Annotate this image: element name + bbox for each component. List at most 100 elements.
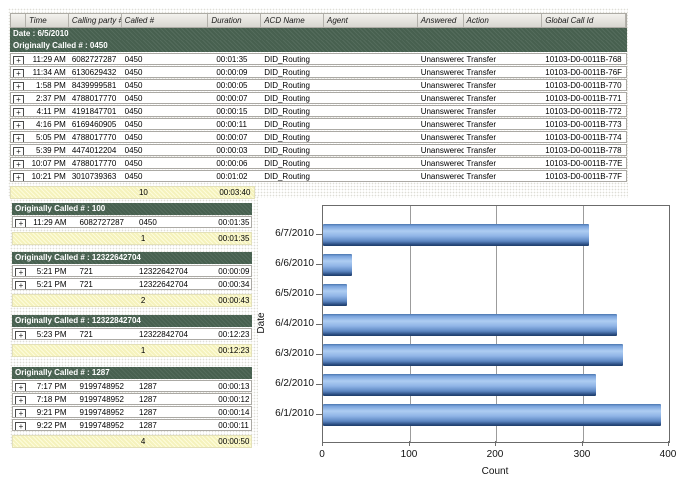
cell-duration: 00:00:06	[216, 159, 248, 168]
cell-calling-party: 9199748952	[79, 408, 125, 417]
expand-cell: +	[11, 119, 26, 129]
cell-action: Transfer	[466, 172, 497, 181]
group-summary-row: 1 00:01:35	[12, 232, 252, 245]
summary-total-duration: 00:00:50	[218, 437, 250, 446]
cell-calling-party: 6169460905	[71, 120, 117, 129]
table-row: +7:17 PM 9199748952 1287 00:00:13	[12, 380, 252, 392]
cell-time: 10:21 PM	[31, 172, 66, 181]
expand-row-button[interactable]: +	[12, 108, 24, 116]
summary-spacer	[13, 295, 136, 306]
expand-row-button[interactable]: +	[15, 396, 27, 404]
summary-total-duration: 00:03:40	[219, 188, 251, 197]
y-axis-tick-label: 6/7/2010	[275, 228, 314, 239]
cell-acd-name: DID_Routing	[264, 107, 311, 116]
cell-calling-party: 3010739363	[71, 172, 117, 181]
called-group-header: Originally Called # : 12322642704	[12, 252, 252, 264]
cell-called: 12322842704	[139, 330, 188, 339]
cell-global-call-id: 10103-D0-0011B-772	[545, 107, 622, 116]
cell-agent	[324, 145, 418, 155]
cell-duration: 00:00:15	[216, 107, 248, 116]
cell-calling-party: 721	[79, 267, 93, 276]
expand-row-button[interactable]: +	[15, 268, 27, 276]
expand-row-button[interactable]: +	[12, 56, 24, 64]
expand-row-button[interactable]: +	[15, 281, 27, 289]
cell-calling-party: 4788017770	[71, 159, 117, 168]
cell-time: 5:23 PM	[36, 330, 67, 339]
column-header-answered: Answered	[418, 14, 464, 27]
expand-cell: +	[13, 394, 29, 404]
expand-row-button[interactable]: +	[15, 383, 27, 391]
expand-row-button[interactable]: +	[12, 95, 24, 103]
summary-spacer	[13, 345, 136, 356]
cell-duration: 00:00:09	[218, 267, 250, 276]
cell-global-call-id: 10103-D0-0011B-768	[545, 55, 622, 64]
table-row: +5:39 PM 4474012204 0450 00:00:03 DID_Routin…	[10, 144, 627, 156]
expand-row-button[interactable]: +	[12, 82, 24, 90]
cell-agent	[324, 132, 418, 142]
cell-agent	[324, 67, 418, 77]
expand-row-button[interactable]: +	[15, 219, 27, 227]
cell-global-call-id: 10103-D0-0011B-778	[545, 146, 622, 155]
x-axis-tick-label: 400	[659, 449, 676, 460]
cell-acd-name: DID_Routing	[264, 55, 311, 64]
cell-answered: Unanswered	[420, 133, 464, 142]
cell-global-call-id: 10103-D0-0011B-76F	[545, 68, 623, 77]
expand-column-header	[11, 14, 26, 27]
cell-action: Transfer	[466, 146, 497, 155]
expand-row-button[interactable]: +	[12, 134, 24, 142]
cell-duration: 00:01:35	[216, 55, 248, 64]
summary-count: 1	[140, 346, 146, 355]
cell-acd-name: DID_Routing	[264, 133, 311, 142]
cell-called: 1287	[139, 382, 157, 391]
cell-duration: 00:00:14	[218, 408, 250, 417]
cell-global-call-id: 10103-D0-0011B-770	[545, 81, 622, 90]
cell-calling-party: 6130629432	[71, 68, 117, 77]
column-header-duration: Duration	[208, 14, 262, 27]
expand-row-button[interactable]: +	[12, 160, 24, 168]
group-summary-row: 2 00:00:43	[12, 294, 252, 307]
cell-action: Transfer	[466, 68, 497, 77]
table-row: +1:58 PM 8439999581 0450 00:00:05 DID_Routin…	[10, 79, 627, 91]
cell-calling-party: 9199748952	[79, 395, 125, 404]
y-axis-tick	[316, 354, 322, 355]
cell-action: Transfer	[466, 107, 497, 116]
expand-row-button[interactable]: +	[15, 422, 27, 430]
cell-called: 0450	[124, 107, 143, 116]
table-row: +4:16 PM 6169460905 0450 00:00:11 DID_Routin…	[10, 118, 627, 130]
expand-row-button[interactable]: +	[12, 69, 24, 77]
summary-count: 4	[140, 437, 146, 446]
column-header-time: Time	[26, 14, 69, 27]
y-axis-tick-label: 6/4/2010	[275, 318, 314, 329]
cell-calling-party: 4788017770	[71, 133, 117, 142]
cell-called: 0450	[124, 81, 143, 90]
y-axis-tick	[316, 264, 322, 265]
chart-bar	[323, 224, 589, 246]
x-axis-tick-label: 0	[319, 449, 325, 460]
expand-cell: +	[13, 266, 29, 276]
expand-row-button[interactable]: +	[12, 173, 24, 181]
cell-duration: 00:00:34	[218, 280, 250, 289]
cell-time: 9:22 PM	[36, 421, 67, 430]
cell-duration: 00:00:11	[216, 120, 247, 129]
cell-agent	[324, 106, 418, 116]
y-axis-tick-label: 6/6/2010	[275, 258, 314, 269]
x-axis-title: Count	[481, 466, 509, 477]
expand-row-button[interactable]: +	[12, 121, 24, 129]
cell-called: 12322642704	[139, 280, 188, 289]
cell-global-call-id: 10103-D0-0011B-77E	[545, 159, 623, 168]
expand-row-button[interactable]: +	[12, 147, 24, 155]
cell-answered: Unanswered	[420, 107, 464, 116]
expand-row-button[interactable]: +	[15, 331, 27, 339]
cell-calling-party: 4191847701	[71, 107, 117, 116]
cell-duration: 00:00:05	[216, 81, 248, 90]
expand-cell: +	[13, 279, 29, 289]
cell-acd-name: DID_Routing	[264, 159, 311, 168]
expand-cell: +	[11, 132, 26, 142]
table-row: +5:23 PM 721 12322842704 00:12:23	[12, 328, 252, 340]
cell-called: 1287	[139, 421, 157, 430]
expand-row-button[interactable]: +	[15, 409, 27, 417]
cell-time: 7:18 PM	[36, 395, 67, 404]
cell-time: 1:58 PM	[36, 81, 66, 90]
table-row: +4:11 PM 4191847701 0450 00:00:15 DID_Routin…	[10, 105, 627, 117]
